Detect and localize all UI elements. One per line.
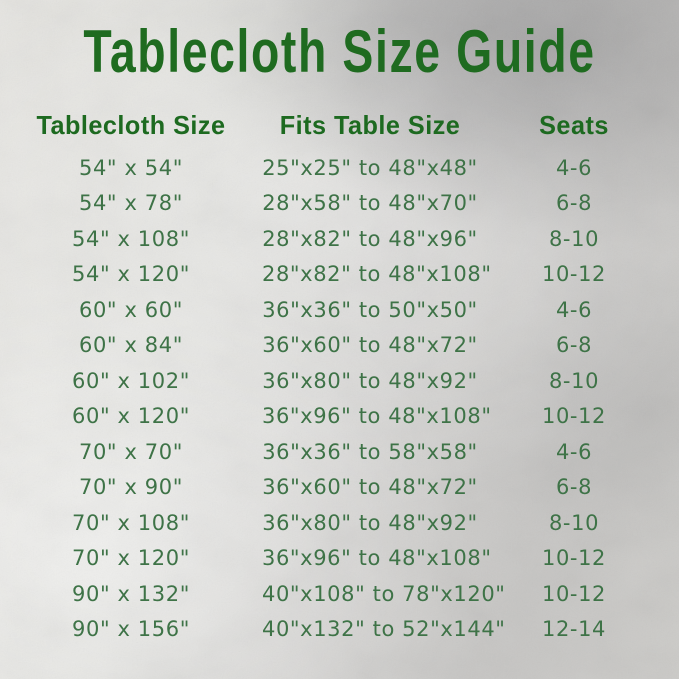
cell-seats: 10-12 [541,581,607,606]
cell-fits-table-size: 40"x108" to 78"x120" [262,581,506,606]
cell-fits-table-size: 36"x96" to 48"x108" [262,404,492,429]
cell-fits-table-size: 36"x60" to 48"x72" [262,333,478,358]
cell-fits-table-size: 28"x58" to 48"x70" [262,191,478,216]
cell-tablecloth-size: 90" x 156" [72,617,190,642]
cell-seats: 8-10 [548,226,600,251]
cell-seats: 10-12 [541,546,607,571]
column-header-seats: Seats [539,109,609,140]
table-row: 90" x 156" 40"x132" to 52"x144" 12-14 [0,612,679,648]
table-body: 54" x 54" 25"x25" to 48"x48" 4-6 54" x 78" 2… [0,150,679,647]
cell-seats: 10-12 [541,262,607,287]
table-row: 70" x 120" 36"x96" to 48"x108" 10-12 [0,541,679,577]
cell-tablecloth-size: 54" x 108" [72,226,190,251]
cell-tablecloth-size: 60" x 84" [79,333,183,358]
cell-tablecloth-size: 70" x 120" [72,546,190,571]
table-row: 60" x 120" 36"x96" to 48"x108" 10-12 [0,399,679,435]
cell-tablecloth-size: 60" x 102" [72,368,190,393]
cell-seats: 12-14 [541,617,607,642]
cell-fits-table-size: 28"x82" to 48"x96" [262,226,478,251]
cell-tablecloth-size: 60" x 120" [72,404,190,429]
cell-fits-table-size: 36"x80" to 48"x92" [262,510,478,535]
cell-tablecloth-size: 54" x 78" [79,191,183,216]
cell-seats: 6-8 [555,475,593,500]
cell-fits-table-size: 36"x60" to 48"x72" [262,475,478,500]
cell-tablecloth-size: 90" x 132" [72,581,190,606]
table-row: 54" x 78" 28"x58" to 48"x70" 6-8 [0,186,679,222]
table-row: 90" x 132" 40"x108" to 78"x120" 10-12 [0,576,679,612]
table-row: 70" x 90" 36"x60" to 48"x72" 6-8 [0,470,679,506]
cell-tablecloth-size: 70" x 108" [72,510,190,535]
column-header-fits-table-size: Fits Table Size [279,109,461,140]
size-guide-table: Tablecloth Size Fits Table Size Seats 54" … [0,103,679,647]
column-header-tablecloth-size: Tablecloth Size [36,109,226,140]
cell-seats: 4-6 [555,155,593,180]
cell-fits-table-size: 36"x96" to 48"x108" [262,546,492,571]
table-row: 70" x 70" 36"x36" to 58"x58" 4-6 [0,434,679,470]
table-row: 60" x 102" 36"x80" to 48"x92" 8-10 [0,363,679,399]
table-header-row: Tablecloth Size Fits Table Size Seats [0,103,679,147]
cell-tablecloth-size: 70" x 70" [79,439,183,464]
cell-seats: 6-8 [555,191,593,216]
cell-fits-table-size: 25"x25" to 48"x48" [262,155,478,180]
cell-seats: 10-12 [541,404,607,429]
table-row: 70" x 108" 36"x80" to 48"x92" 8-10 [0,505,679,541]
cell-fits-table-size: 40"x132" to 52"x144" [262,617,506,642]
cell-fits-table-size: 36"x80" to 48"x92" [262,368,478,393]
table-row: 60" x 84" 36"x60" to 48"x72" 6-8 [0,328,679,364]
cell-tablecloth-size: 54" x 120" [72,262,190,287]
table-row: 54" x 108" 28"x82" to 48"x96" 8-10 [0,221,679,257]
cell-seats: 8-10 [548,510,600,535]
page-title: Tablecloth Size Guide [83,17,596,86]
cell-fits-table-size: 36"x36" to 50"x50" [262,297,478,322]
table-row: 54" x 54" 25"x25" to 48"x48" 4-6 [0,150,679,186]
cell-seats: 8-10 [548,368,600,393]
cell-tablecloth-size: 54" x 54" [79,155,183,180]
cell-fits-table-size: 28"x82" to 48"x108" [262,262,492,287]
cell-seats: 4-6 [555,439,593,464]
table-row: 54" x 120" 28"x82" to 48"x108" 10-12 [0,257,679,293]
cell-seats: 4-6 [555,297,593,322]
cell-fits-table-size: 36"x36" to 58"x58" [262,439,478,464]
cell-seats: 6-8 [555,333,593,358]
table-row: 60" x 60" 36"x36" to 50"x50" 4-6 [0,292,679,328]
cell-tablecloth-size: 60" x 60" [79,297,183,322]
cell-tablecloth-size: 70" x 90" [79,475,183,500]
